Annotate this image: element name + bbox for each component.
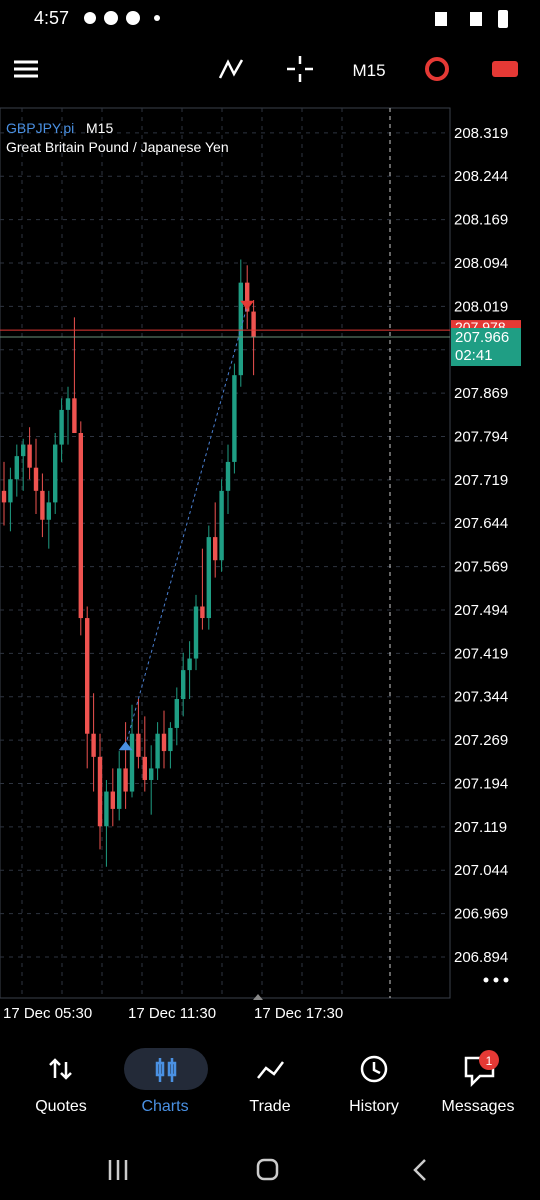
nav-label[interactable]: Quotes <box>35 1098 87 1115</box>
candle-body <box>78 433 83 619</box>
y-tick-label: 207.719 <box>454 472 508 489</box>
y-tick-label: 208.169 <box>454 212 508 229</box>
timeframe-button[interactable]: M15 <box>352 61 385 80</box>
candle-body <box>85 618 90 734</box>
candle-body <box>53 444 58 503</box>
candle-body <box>245 282 250 312</box>
candle-body <box>187 658 192 671</box>
y-tick-label: 208.319 <box>454 125 508 142</box>
y-tick-label: 208.244 <box>454 168 508 185</box>
y-tick-label: 206.969 <box>454 906 508 923</box>
candle-body <box>200 606 205 619</box>
badge-count: 1 <box>486 1054 493 1068</box>
menu-icon[interactable] <box>14 60 38 78</box>
candle-body <box>219 490 224 561</box>
candle-body <box>181 670 186 700</box>
candle-body <box>97 756 103 827</box>
indicators-icon[interactable] <box>218 59 244 79</box>
candle-body <box>142 756 147 780</box>
x-tick-label: 17 Dec 17:30 <box>254 1005 343 1022</box>
y-tick-label: 207.494 <box>454 602 508 619</box>
candle-body <box>206 537 211 619</box>
nav-label[interactable]: History <box>349 1098 399 1115</box>
candle-body <box>104 791 109 827</box>
y-tick-label: 206.894 <box>454 949 508 966</box>
x-tick-label: 17 Dec 05:30 <box>3 1005 92 1022</box>
candle-body <box>225 461 231 491</box>
status-icons <box>84 10 508 28</box>
y-tick-label: 207.194 <box>454 775 508 792</box>
bid-label-box <box>451 328 521 367</box>
candle-body <box>117 768 122 809</box>
nav-label[interactable]: Charts <box>141 1098 188 1115</box>
trade-icon[interactable] <box>492 61 518 77</box>
y-tick-label: 207.119 <box>454 819 507 836</box>
y-tick-label: 207.419 <box>454 645 508 662</box>
y-tick-label: 208.019 <box>454 298 508 315</box>
candle-body <box>251 311 256 338</box>
candle-body <box>46 502 51 520</box>
y-tick-label: 208.094 <box>454 255 508 272</box>
candle-body <box>33 467 39 491</box>
bid-label: 207.966 <box>455 329 509 346</box>
y-tick-label: 207.644 <box>454 515 508 532</box>
y-tick-label: 207.569 <box>454 559 508 576</box>
candle-body <box>136 733 141 757</box>
candle-body <box>193 606 199 659</box>
candle-body <box>65 398 71 410</box>
candle-body <box>21 444 26 457</box>
symbol-description: Great Britain Pound / Japanese Yen <box>6 139 229 155</box>
candle-body <box>174 699 179 728</box>
candle-body <box>232 375 237 462</box>
candle-body <box>168 727 173 752</box>
candle-body <box>123 768 128 792</box>
candle-body <box>40 490 45 520</box>
candle-body <box>129 733 135 792</box>
scroll-marker <box>253 994 263 1000</box>
nav-label[interactable]: Messages <box>442 1098 515 1115</box>
objects-icon[interactable] <box>425 57 449 81</box>
badge <box>479 1050 499 1070</box>
candle-body <box>155 733 160 769</box>
y-tick-label: 207.269 <box>454 732 508 749</box>
charts-icon <box>155 1058 177 1082</box>
candle-body <box>161 733 167 752</box>
crosshair-icon[interactable] <box>287 56 313 82</box>
chart-frame <box>0 107 451 999</box>
candle-body <box>91 733 96 757</box>
x-tick-label: 17 Dec 11:30 <box>128 1005 216 1022</box>
y-tick-label: 207.869 <box>454 385 508 402</box>
system-nav <box>108 1158 426 1181</box>
buy-arrow <box>118 741 133 751</box>
candle-body <box>59 409 64 445</box>
candle-body <box>14 456 19 480</box>
candle-body <box>110 791 115 809</box>
countdown: 02:41 <box>455 347 493 364</box>
symbol[interactable]: GBPJPY.pi <box>6 120 74 136</box>
candle-body <box>72 398 77 434</box>
status-time: 4:57 <box>34 8 69 28</box>
y-tick-label: 207.344 <box>454 689 508 706</box>
more-button[interactable] <box>483 977 509 983</box>
chart-timeframe: M15 <box>86 120 113 136</box>
candle-body <box>149 768 154 780</box>
y-tick-label: 207.794 <box>454 428 508 445</box>
sell-arrow <box>240 300 255 310</box>
nav-active-pill <box>124 1048 208 1090</box>
candle-body <box>8 479 13 503</box>
candle-body <box>27 444 32 468</box>
y-tick-label: 207.044 <box>454 862 508 879</box>
nav-label[interactable]: Trade <box>249 1098 290 1115</box>
candle-body <box>213 537 218 561</box>
candle-body <box>1 490 7 503</box>
trade-link <box>125 305 248 746</box>
